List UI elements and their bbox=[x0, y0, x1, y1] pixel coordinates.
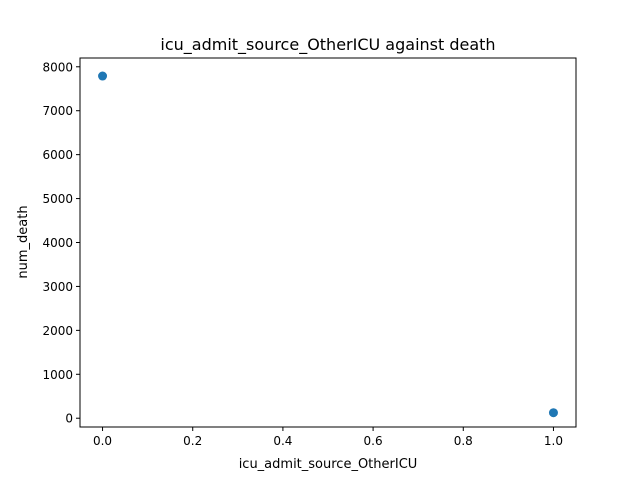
data-points bbox=[98, 71, 558, 418]
plot-area-frame bbox=[79, 57, 577, 428]
y-axis-ticks: 0 1000 2000 3000 4000 5000 6000 7000 8000 bbox=[42, 60, 80, 426]
y-axis-label: num_death bbox=[16, 205, 31, 278]
x-tick-label: 0.8 bbox=[454, 434, 473, 448]
y-tick-label: 5000 bbox=[42, 192, 73, 206]
y-tick-label: 3000 bbox=[42, 280, 73, 294]
y-tick-label: 0 bbox=[65, 412, 73, 426]
y-tick-label: 4000 bbox=[42, 236, 73, 250]
x-tick-label: 0.2 bbox=[183, 434, 202, 448]
chart-title: icu_admit_source_OtherICU against death bbox=[160, 35, 495, 55]
scatter-point bbox=[548, 408, 558, 418]
x-tick-label: 0.0 bbox=[93, 434, 112, 448]
scatter-point bbox=[98, 71, 108, 81]
y-tick-label: 2000 bbox=[42, 324, 73, 338]
x-tick-label: 0.6 bbox=[364, 434, 383, 448]
y-tick-label: 8000 bbox=[42, 60, 73, 74]
y-tick-label: 7000 bbox=[42, 104, 73, 118]
x-tick-label: 0.4 bbox=[273, 434, 292, 448]
y-tick-label: 6000 bbox=[42, 148, 73, 162]
y-tick-label: 1000 bbox=[42, 368, 73, 382]
x-axis-ticks: 0.0 0.2 0.4 0.6 0.8 1.0 bbox=[93, 427, 563, 448]
x-axis-label: icu_admit_source_OtherICU bbox=[239, 457, 418, 472]
x-tick-label: 1.0 bbox=[544, 434, 563, 448]
